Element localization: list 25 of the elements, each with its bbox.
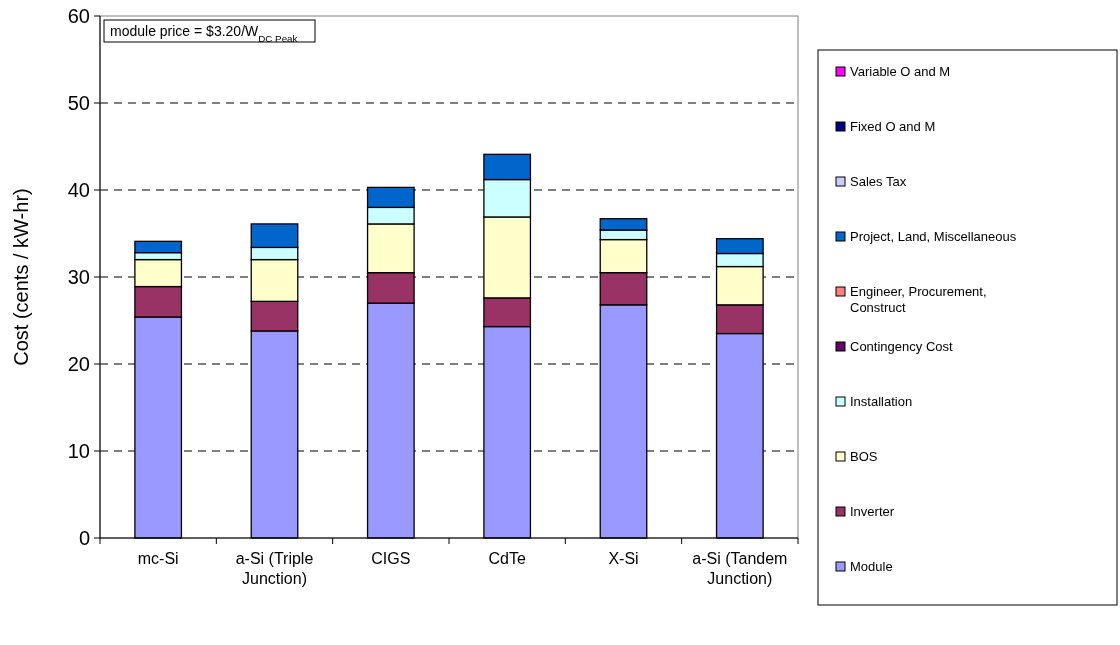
- x-tick-label: mc-Si: [137, 550, 179, 567]
- legend-label: Contingency Cost: [850, 339, 953, 354]
- x-tick-label: a-Si (Triple Junction): [235, 550, 314, 587]
- y-tick-label: 10: [67, 440, 90, 462]
- legend-label: Sales Tax: [850, 174, 907, 189]
- legend-label: Engineer, Procurement, Construct: [850, 284, 987, 315]
- legend-label: Installation: [850, 394, 913, 409]
- x-tick-label: a-Si (Tandem Junction): [692, 550, 788, 587]
- legend-label: Module: [850, 559, 893, 574]
- y-axis-title: Cost (cents / kW-hr): [10, 188, 32, 366]
- y-tick-label: 0: [78, 527, 90, 549]
- legend-label: Inverter: [850, 504, 895, 519]
- legend-label: Project, Land, Miscellaneous: [850, 229, 1017, 244]
- legend-label: Fixed O and M: [850, 119, 936, 134]
- legend-label: Variable O and M: [850, 64, 951, 79]
- annotation: module price = $3.20/W$_{DC Peak}$: [110, 23, 298, 44]
- y-tick-label: 50: [67, 92, 90, 114]
- legend-label: BOS: [850, 449, 878, 464]
- x-tick-label: CdTe: [488, 550, 526, 567]
- x-tick-label: X-Si: [608, 550, 639, 567]
- y-tick-label: 60: [67, 5, 90, 27]
- x-tick-label: CIGS: [371, 550, 411, 567]
- y-tick-label: 20: [67, 353, 90, 375]
- y-tick-label: 40: [67, 179, 90, 201]
- y-tick-label: 30: [67, 266, 90, 288]
